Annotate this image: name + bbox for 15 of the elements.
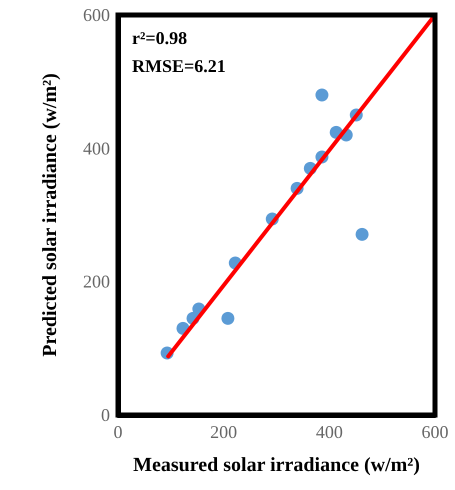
x-axis-title: Measured solar irradiance (w/m²) (133, 454, 420, 476)
annotation: RMSE=6.21 (132, 56, 226, 76)
y-tick-label: 600 (83, 5, 110, 25)
x-tick-label: 200 (210, 422, 238, 442)
annotation: r²=0.98 (132, 28, 188, 48)
point (221, 312, 234, 325)
x-tick-label: 0 (114, 422, 122, 442)
y-tick-label: 200 (83, 272, 110, 292)
y-axis-title: Predicted solar irradiance (w/m²) (39, 73, 61, 357)
x-tick-label: 600 (422, 422, 448, 442)
point (356, 228, 369, 241)
y-tick-label: 400 (83, 138, 110, 158)
point (315, 88, 328, 102)
x-tick-label: 400 (316, 422, 343, 442)
y-tick-label: 0 (101, 405, 110, 425)
